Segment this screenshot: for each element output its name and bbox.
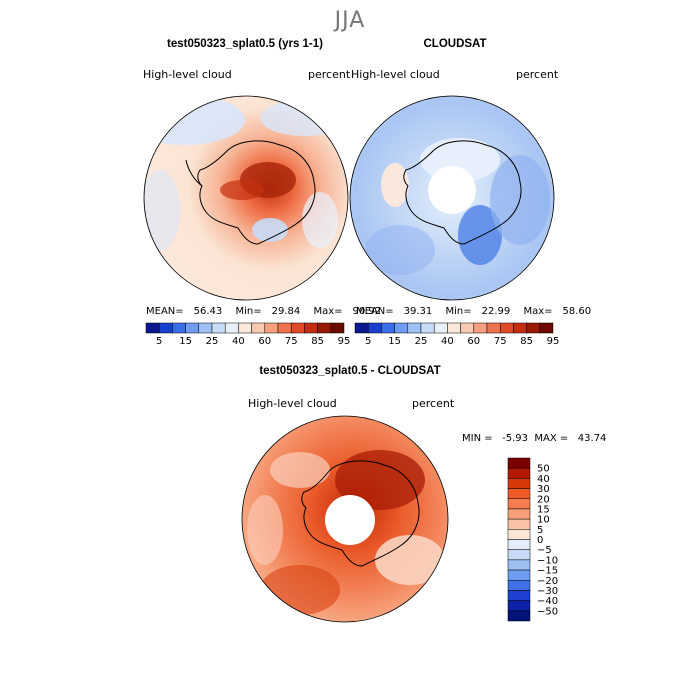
model-colorbar: 5 15 25 40 60 75 85 95 [145,322,351,347]
colorbar-swatch [507,569,531,581]
colorbar-swatch [394,322,409,334]
colorbar-swatch [507,580,531,591]
diff-stats: MIN = -5.93 MAX = 43.74 [462,433,607,444]
colorbar-tick-label: 85 [311,336,324,347]
obs-stats: MEAN= 39.31 Min= 22.99 Max= 58.60 [356,306,592,317]
colorbar-swatch [211,322,226,334]
colorbar-swatch [513,322,527,334]
colorbar-swatch [158,322,173,334]
colorbar-swatch [420,322,435,334]
colorbar-tick-label: 40 [232,336,245,347]
colorbar-swatch [507,529,531,540]
colorbar-tick-label: 75 [494,336,507,347]
obs-polar-map [349,95,555,301]
colorbar-swatch [473,322,488,334]
colorbar-swatch [507,610,531,622]
colorbar-swatch [264,322,279,334]
colorbar-tick-label: 40 [537,474,550,485]
colorbar-tick-label: 10 [537,515,550,526]
colorbar-tick-label: 20 [537,494,550,505]
model-stats: MEAN= 56.43 Min= 29.84 Max= 90.92 [146,306,382,317]
colorbar-tick-label: 25 [206,336,219,347]
colorbar-tick-label: 5 [156,336,162,347]
diff-polar-map [241,415,449,623]
colorbar-tick-label: 15 [179,336,192,347]
colorbar-swatch [507,488,531,499]
colorbar-tick-label: 30 [537,484,550,495]
colorbar-swatch [330,322,345,334]
colorbar-swatch [304,322,318,334]
colorbar-swatch [539,322,554,334]
colorbar-tick-label: −20 [537,576,558,587]
diff-variable-label: High-level cloud [248,397,337,410]
colorbar-swatch [238,322,252,334]
colorbar-tick-label: 5 [537,525,543,536]
colorbar-swatch [526,322,541,334]
colorbar-tick-label: 0 [537,535,543,546]
colorbar-swatch [407,322,422,334]
colorbar-swatch [354,322,369,334]
colorbar-tick-label: 85 [520,336,533,347]
colorbar-swatch [381,322,395,334]
colorbar-swatch [507,559,531,571]
obs-panel-title: CLOUDSAT [423,38,487,50]
colorbar-swatch [277,322,292,334]
colorbar-swatch [507,549,531,561]
model-variable-label: High-level cloud [143,68,232,81]
colorbar-swatch [507,498,531,510]
colorbar-tick-label: 50 [537,464,550,475]
colorbar-tick-label: 5 [365,336,371,347]
colorbar-tick-label: −30 [537,586,558,597]
colorbar-tick-label: −5 [537,545,552,556]
colorbar-tick-label: 75 [285,336,298,347]
colorbar-swatch [317,322,332,334]
colorbar-swatch [507,467,531,479]
colorbar-swatch [185,322,200,334]
season-title: JJA [334,8,366,33]
model-units-label: percent [308,68,351,81]
colorbar-swatch [507,590,531,601]
obs-units-label: percent [516,68,559,81]
colorbar-swatch [198,322,213,334]
colorbar-tick-label: 60 [258,336,271,347]
colorbar-swatch [290,322,305,334]
diff-panel-title: test050323_splat0.5 - CLOUDSAT [259,365,441,377]
colorbar-tick-label: 25 [415,336,428,347]
colorbar-swatch [507,600,531,612]
colorbar-tick-label: 15 [388,336,401,347]
colorbar-tick-label: −10 [537,555,558,566]
colorbar-swatch [367,322,382,334]
colorbar-tick-label: 60 [467,336,480,347]
model-panel-title: test050323_splat0.5 (yrs 1-1) [167,38,323,50]
colorbar-swatch [507,539,531,550]
colorbar-swatch [499,322,514,334]
colorbar-tick-label: −15 [537,566,558,577]
model-polar-map [143,95,349,301]
colorbar-swatch [251,322,266,334]
obs-colorbar: 5 15 25 40 60 75 85 95 [354,322,560,347]
colorbar-swatch [433,322,448,334]
colorbar-swatch [145,322,160,334]
colorbar-swatch [460,322,475,334]
colorbar-swatch [507,478,531,489]
colorbar-swatch [507,457,531,469]
obs-variable-label: High-level cloud [351,68,440,81]
colorbar-swatch [507,518,531,530]
colorbar-swatch [224,322,239,334]
colorbar-tick-label: 95 [338,336,351,347]
diff-units-label: percent [412,397,455,410]
colorbar-swatch [447,322,461,334]
colorbar-tick-label: 40 [441,336,454,347]
colorbar-tick-label: −50 [537,606,558,617]
colorbar-tick-label: 95 [547,336,560,347]
colorbar-swatch [507,508,531,520]
colorbar-swatch [486,322,501,334]
colorbar-swatch [172,322,186,334]
colorbar-tick-label: −40 [537,596,558,607]
colorbar-tick-label: 15 [537,504,550,515]
